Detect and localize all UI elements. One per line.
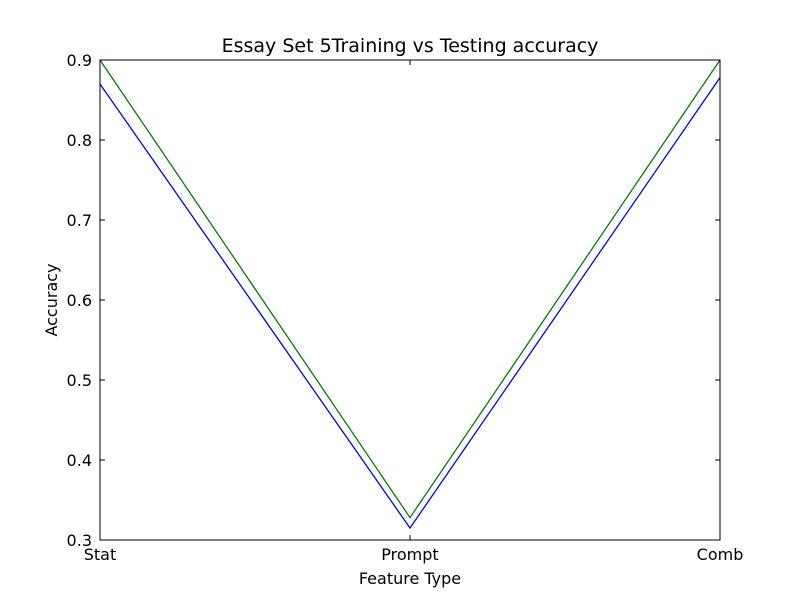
- y-tick-label: 0.8: [67, 131, 92, 150]
- y-tick-label: 0.6: [67, 291, 92, 310]
- series-layer: [99, 59, 721, 530]
- y-axis-title: Accuracy: [42, 263, 61, 336]
- plot-frame: [99, 59, 721, 541]
- x-axis-title: Feature Type: [359, 569, 461, 588]
- x-axis-ticks: Stat Prompt Comb: [84, 60, 744, 564]
- series-line-1: [99, 77, 721, 530]
- x-tick-label: Prompt: [381, 545, 438, 564]
- y-tick-label: 0.4: [67, 451, 92, 470]
- y-tick-label: 0.7: [67, 211, 92, 230]
- y-tick-label: 0.5: [67, 371, 92, 390]
- y-tick-label: 0.3: [67, 531, 92, 550]
- chart-title: Essay Set 5Training vs Testing accuracy: [222, 35, 599, 57]
- y-axis-ticks: 0.3 0.4 0.5 0.6 0.7 0.8 0.9: [67, 51, 720, 550]
- series-line-2: [99, 59, 721, 519]
- x-tick-label: Comb: [697, 545, 744, 564]
- x-tick-label: Stat: [84, 545, 117, 564]
- y-tick-label: 0.9: [67, 51, 92, 70]
